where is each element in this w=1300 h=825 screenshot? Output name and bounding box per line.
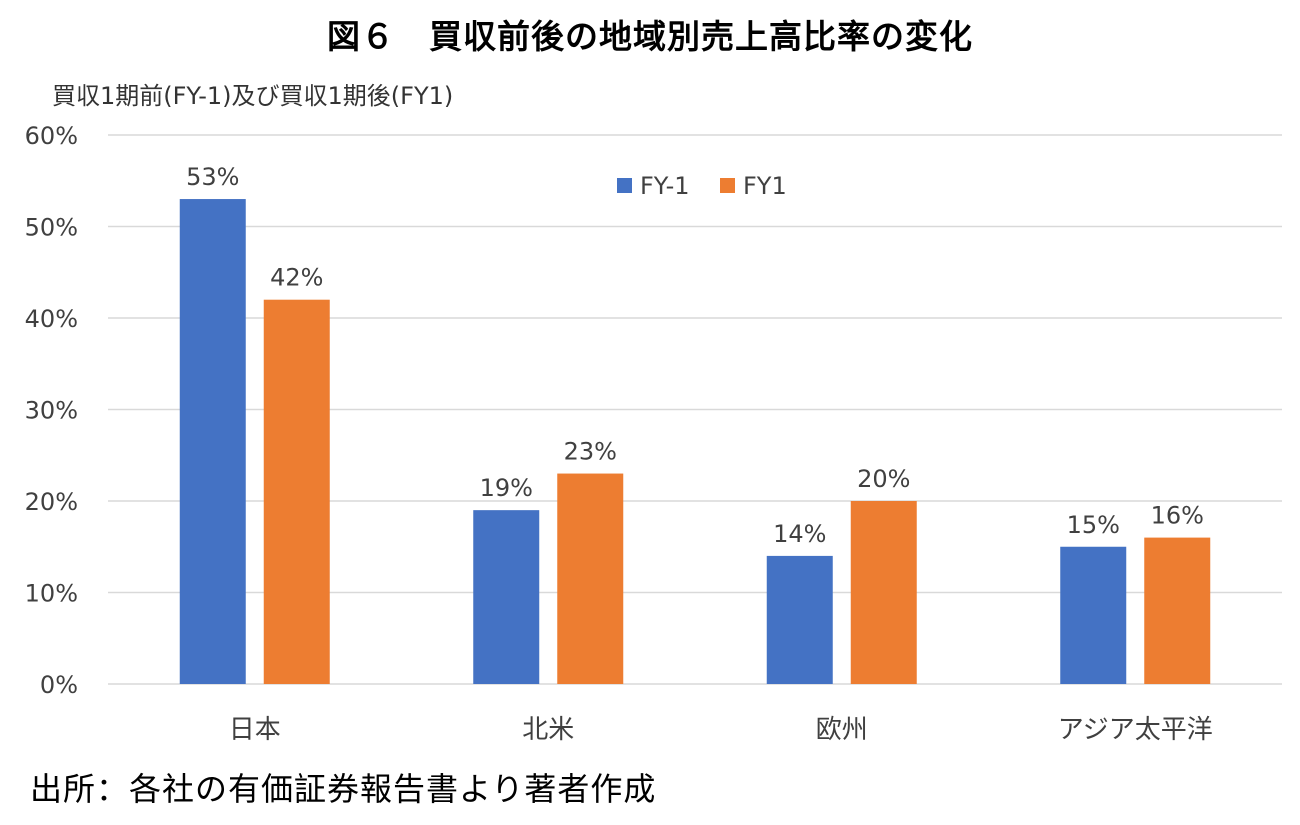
bar-FY-1-日本 [179,199,246,685]
data-label: 14% [773,520,826,548]
data-label: 15% [1067,511,1120,539]
bar-FY1-アジア太平洋 [1144,537,1211,684]
bar-chart: 0% 10% 20% 30% 40% 50% 60% 53% 42% 19% 23% 14% 20% 1… [25,122,1282,745]
bar-FY1-欧州 [850,501,917,684]
y-tick-label: 50% [25,214,78,242]
y-tick-label: 60% [25,122,78,150]
x-tick-label: 欧州 [816,715,868,745]
x-tick-label: アジア太平洋 [1058,715,1213,745]
data-label: 19% [480,474,533,502]
x-tick-label: 日本 [229,715,281,745]
data-label: 42% [270,264,323,292]
source-note: 出所：各社の有価証券報告書より著者作成 [30,770,657,808]
x-axis-ticks: 日本 北米 欧州 アジア太平洋 [229,715,1213,745]
chart-title: 図６ 買収前後の地域別売上高比率の変化 [327,17,973,56]
data-label: 23% [564,438,617,466]
legend: FY-1 FY1 [617,172,787,200]
bar-FY1-日本 [263,299,330,684]
y-tick-label: 40% [25,305,78,333]
legend-label: FY-1 [640,172,690,200]
bar-FY-1-北米 [473,510,540,684]
y-axis-ticks: 0% 10% 20% 30% 40% 50% 60% [25,122,78,699]
bars [179,199,1211,685]
x-tick-label: 北米 [522,715,574,745]
bar-FY1-北米 [557,473,624,684]
y-tick-label: 30% [25,397,78,425]
y-tick-label: 0% [40,671,78,699]
chart-subtitle: 買収1期前(FY-1)及び買収1期後(FY1) [52,82,454,110]
y-tick-label: 10% [25,580,78,608]
legend-label: FY1 [743,172,787,200]
y-tick-label: 20% [25,488,78,516]
data-label: 53% [186,163,239,191]
legend-swatch [720,178,735,193]
data-label: 16% [1151,502,1204,530]
bar-FY-1-欧州 [766,555,833,684]
data-label: 20% [857,465,910,493]
data-labels: 53% 42% 19% 23% 14% 20% 15% 16% [186,163,1204,548]
legend-swatch [617,178,632,193]
bar-FY-1-アジア太平洋 [1060,546,1127,684]
